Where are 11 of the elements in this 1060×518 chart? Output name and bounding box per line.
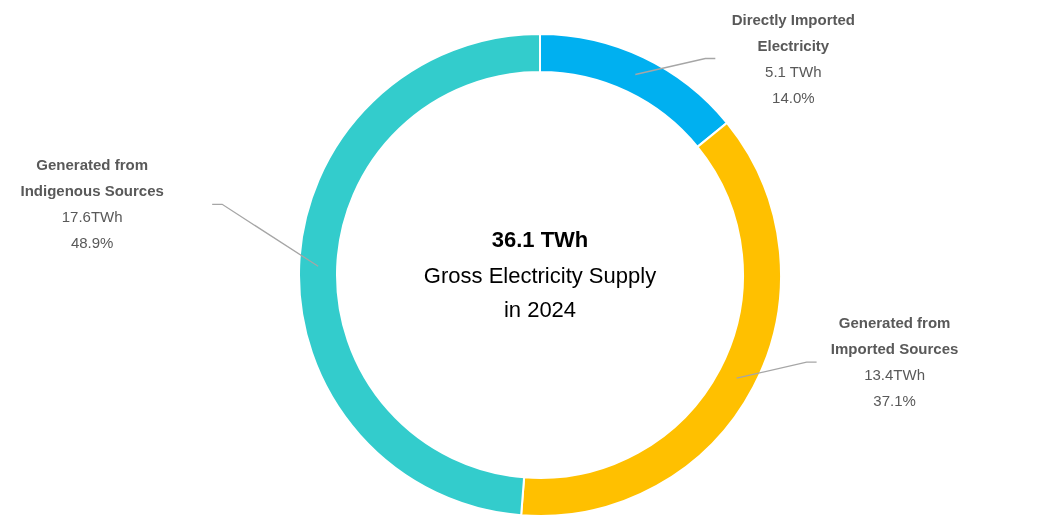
text: 36.1 TWh <box>491 227 589 252</box>
slice-label: Generated from Indigenous Sources <box>20 156 164 200</box>
data-label: 5.1 TWh <box>765 62 822 80</box>
text: 48.9% <box>70 234 114 252</box>
slice-label: Directly Imported Electricity <box>731 10 856 54</box>
text: 37.1% <box>873 392 916 410</box>
slice-label: Generated from Imported Sources <box>830 314 959 358</box>
text: 14.0% <box>772 88 815 106</box>
data-label: 17.6TWh <box>61 208 123 226</box>
text: Gross Electricity Supply in 2024 <box>423 263 657 322</box>
data-label: 13.4TWh <box>864 366 926 384</box>
